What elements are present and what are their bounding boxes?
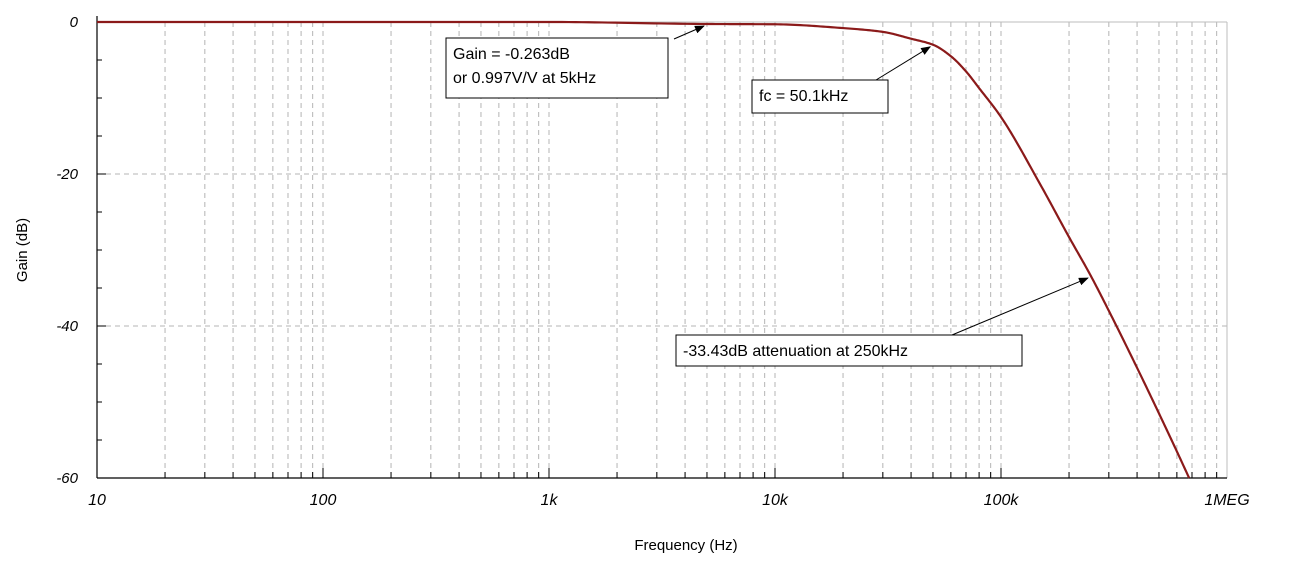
annotation-box — [751, 79, 889, 114]
x-tick-label: 100 — [310, 492, 337, 509]
annotation-text: Gain = -0.263dB — [453, 46, 570, 63]
annotations: Gain = -0.263dB or 0.997V/V at 5kHz fc = 5… — [445, 25, 1089, 367]
series-layer — [97, 20, 1191, 479]
x-tick-label: 100k — [984, 492, 1020, 509]
axes: 10 100 1k 10k 100k 1MEG 0 -20 -40 -60 — [56, 14, 1249, 509]
annotation-box — [675, 334, 1023, 367]
y-tick-label: -40 — [56, 318, 78, 335]
annotation-arrow — [951, 277, 1089, 336]
annotation: fc = 50.1kHz — [751, 46, 932, 114]
annotation: -33.43dB attenuation at 250kHz — [675, 277, 1089, 367]
annotation-arrow — [875, 46, 932, 81]
annotation-text: -33.43dB attenuation at 250kHz — [683, 343, 908, 360]
x-tick-label: 1k — [541, 492, 559, 509]
x-tick-label: 10 — [88, 492, 106, 509]
y-tick-label: 0 — [70, 14, 79, 31]
x-tick-label: 10k — [762, 492, 789, 509]
annotation: Gain = -0.263dB or 0.997V/V at 5kHz — [445, 25, 705, 99]
x-tick-label: 1MEG — [1204, 492, 1249, 509]
annotation-arrow — [673, 25, 705, 40]
y-tick-label: -20 — [56, 166, 78, 183]
x-axis-label: Frequency (Hz) — [634, 537, 737, 554]
annotation-box — [445, 37, 669, 99]
y-tick-label: -60 — [56, 470, 78, 487]
gain-curve — [97, 20, 1191, 479]
annotation-text: fc = 50.1kHz — [759, 88, 848, 105]
y-axis-label: Gain (dB) — [14, 218, 31, 282]
annotation-text: or 0.997V/V at 5kHz — [453, 70, 596, 87]
